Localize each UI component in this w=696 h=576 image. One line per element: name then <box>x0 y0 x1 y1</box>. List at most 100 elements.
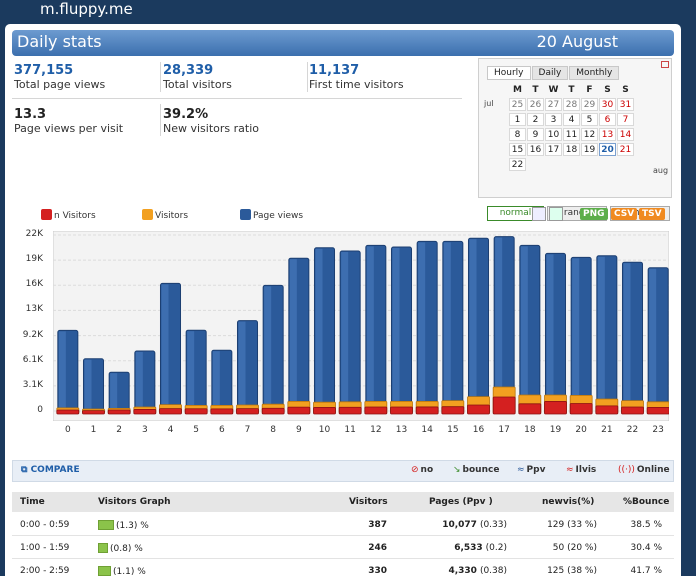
compare-ppv[interactable]: ≈ Ppv <box>517 465 545 475</box>
cell-visitors: 246 <box>368 543 387 553</box>
export-csv-button[interactable]: CSV <box>611 208 638 220</box>
bar-new-visitors <box>390 406 413 415</box>
calendar-day[interactable]: 21 <box>617 143 634 156</box>
col-time[interactable]: Time <box>20 497 45 507</box>
ilvis-icon: ≈ <box>566 465 574 475</box>
ppv-value: (0.2) <box>485 543 507 553</box>
bar-highlight <box>623 263 631 410</box>
calendar-day[interactable]: 7 <box>617 113 634 126</box>
calendar-day[interactable]: 5 <box>581 113 598 126</box>
calendar-day[interactable]: 8 <box>509 128 526 141</box>
tab-monthly[interactable]: Monthly <box>569 66 620 80</box>
compare-option-label: Online <box>636 465 670 475</box>
cell-pages: 10,077 (0.33) <box>422 520 507 530</box>
bar-new-visitors <box>210 408 234 415</box>
table-row[interactable]: 0:00 - 0:59 (1.3) % 387 10,077 (0.33) 129 (33… <box>12 514 674 536</box>
online-icon: ((·)) <box>618 465 635 475</box>
legend-n-visitors[interactable]: n Visitors <box>41 209 96 221</box>
calendar-day[interactable]: 16 <box>527 143 544 156</box>
date-picker: Hourly Daily Monthly jul aug M T W T F S S 25 26 27… <box>478 58 672 221</box>
compare-option-label: bounce <box>462 465 500 475</box>
compare-icon: ⧉ <box>21 465 31 475</box>
compare-online[interactable]: ((·)) Online <box>618 465 670 475</box>
tab-hourly[interactable]: Hourly <box>487 66 531 80</box>
tab-daily[interactable]: Daily <box>531 66 569 80</box>
calendar-day[interactable]: 18 <box>563 143 580 156</box>
legend-visitors[interactable]: Visitors <box>142 209 188 221</box>
legend-page-views[interactable]: Page views <box>240 209 303 221</box>
cell-graph: (0.8) % <box>98 543 143 554</box>
calendar-day[interactable]: 20 <box>599 143 616 156</box>
calendar-day[interactable]: 22 <box>509 158 526 171</box>
week-row: 15 16 17 18 19 20 21 <box>509 137 635 156</box>
calendar-day[interactable]: 27 <box>545 98 562 111</box>
bar-new-visitors <box>441 406 465 415</box>
x-tick-label: 12 <box>370 425 382 435</box>
calendar-day[interactable]: 26 <box>527 98 544 111</box>
bar-highlight <box>520 246 528 410</box>
table-row[interactable]: 2:00 - 2:59 (1.1) % 330 4,330 (0.38) 125 (38 … <box>12 560 674 576</box>
bar-new-visitors <box>287 406 311 415</box>
calendar-icon[interactable] <box>661 61 669 68</box>
compare-option-label: Ppv <box>526 465 546 475</box>
mode-normal-button[interactable]: normal <box>487 206 544 221</box>
x-tick-label: 10 <box>318 425 331 435</box>
calendar-empty <box>527 154 544 167</box>
col-bounce[interactable]: %Bounce <box>623 497 670 507</box>
calendar-day[interactable]: 13 <box>599 128 616 141</box>
calendar-day[interactable]: 1 <box>509 113 526 126</box>
visitors-graph-bar <box>98 520 114 530</box>
calendar-day[interactable]: 15 <box>509 143 526 156</box>
bar-chart-icon[interactable] <box>532 207 546 221</box>
col-visitors[interactable]: Visitors <box>349 497 388 507</box>
stat-label: Page views per visit <box>14 122 124 135</box>
bar-new-visitors <box>107 409 131 415</box>
calendar-day[interactable]: 9 <box>527 128 544 141</box>
calendar-day[interactable]: 28 <box>563 98 580 111</box>
calendar-day[interactable]: 29 <box>581 98 598 111</box>
x-tick-label: 17 <box>498 425 510 435</box>
area-chart-icon[interactable] <box>549 207 563 221</box>
legend-label: n Visitors <box>54 211 96 221</box>
bar-new-visitors <box>56 409 80 415</box>
compare-option-label: Ilvis <box>575 465 597 475</box>
legend-swatch <box>142 209 153 220</box>
calendar-day[interactable]: 30 <box>599 98 616 111</box>
pages-value: 6,533 <box>454 543 483 553</box>
calendar-day[interactable]: 6 <box>599 113 616 126</box>
compare-no[interactable]: ⊘ no <box>411 465 433 475</box>
stat-label: Total page views <box>14 78 106 91</box>
calendar-day[interactable]: 12 <box>581 128 598 141</box>
ppv-icon: ≈ <box>517 465 525 475</box>
bar-highlight <box>597 256 605 410</box>
month-next[interactable]: aug <box>653 166 669 175</box>
weekday-label: M <box>513 85 522 95</box>
calendar-day[interactable]: 17 <box>545 143 562 156</box>
col-visitors-graph[interactable]: Visitors Graph <box>98 497 171 507</box>
export-tsv-button[interactable]: TSV <box>639 208 665 220</box>
stat-label: First time visitors <box>309 78 404 91</box>
export-png-button[interactable]: PNG <box>580 208 608 220</box>
bar-highlight <box>187 331 195 410</box>
col-pages[interactable]: Pages (Ppv ) <box>429 497 493 507</box>
calendar-day[interactable]: 4 <box>563 113 580 126</box>
site-title[interactable]: m.fluppy.me <box>40 0 133 18</box>
calendar-day[interactable]: 14 <box>617 128 634 141</box>
bounce-icon: ↘ <box>453 465 461 475</box>
compare-toggle[interactable]: ⧉ COMPARE <box>21 465 80 475</box>
table-row[interactable]: 1:00 - 1:59 (0.8) % 246 6,533 (0.2) 50 (20 %)… <box>12 537 674 559</box>
calendar-empty <box>617 154 634 167</box>
compare-ilvis[interactable]: ≈ Ilvis <box>566 465 596 475</box>
calendar-day[interactable]: 31 <box>617 98 634 111</box>
visitors-graph-bar <box>98 543 108 553</box>
calendar-day[interactable]: 2 <box>527 113 544 126</box>
calendar-day[interactable]: 19 <box>581 143 598 156</box>
col-newvis[interactable]: newvis(%) <box>542 497 595 507</box>
x-tick-label: 22 <box>626 425 639 435</box>
compare-bounce[interactable]: ↘ bounce <box>453 465 499 475</box>
calendar-day[interactable]: 25 <box>509 98 526 111</box>
calendar-day[interactable]: 10 <box>545 128 562 141</box>
calendar-day[interactable]: 3 <box>545 113 562 126</box>
month-prev[interactable]: jul <box>484 99 494 108</box>
calendar-day[interactable]: 11 <box>563 128 580 141</box>
